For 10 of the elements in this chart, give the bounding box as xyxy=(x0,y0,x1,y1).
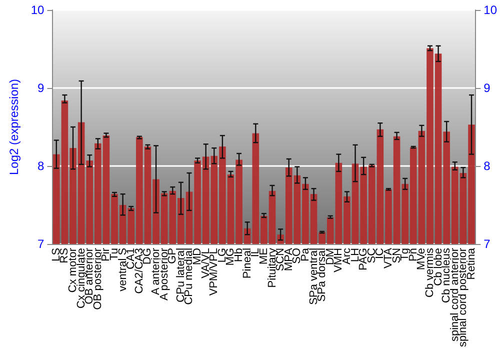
y2-tick-label: 10 xyxy=(484,3,498,17)
x-tick-label: Tg xyxy=(399,248,412,261)
y2-tick-label: 8 xyxy=(484,158,491,173)
y2-tick-label: 7 xyxy=(484,236,491,251)
y-tick-label: 7 xyxy=(38,236,45,251)
y-tick-label: 10 xyxy=(30,3,45,17)
y-tick-label: 9 xyxy=(38,80,45,95)
y-tick-label: 8 xyxy=(38,158,45,173)
y2-tick-label: 9 xyxy=(484,80,491,95)
y-axis-title: Log2 (expression) xyxy=(7,78,21,176)
